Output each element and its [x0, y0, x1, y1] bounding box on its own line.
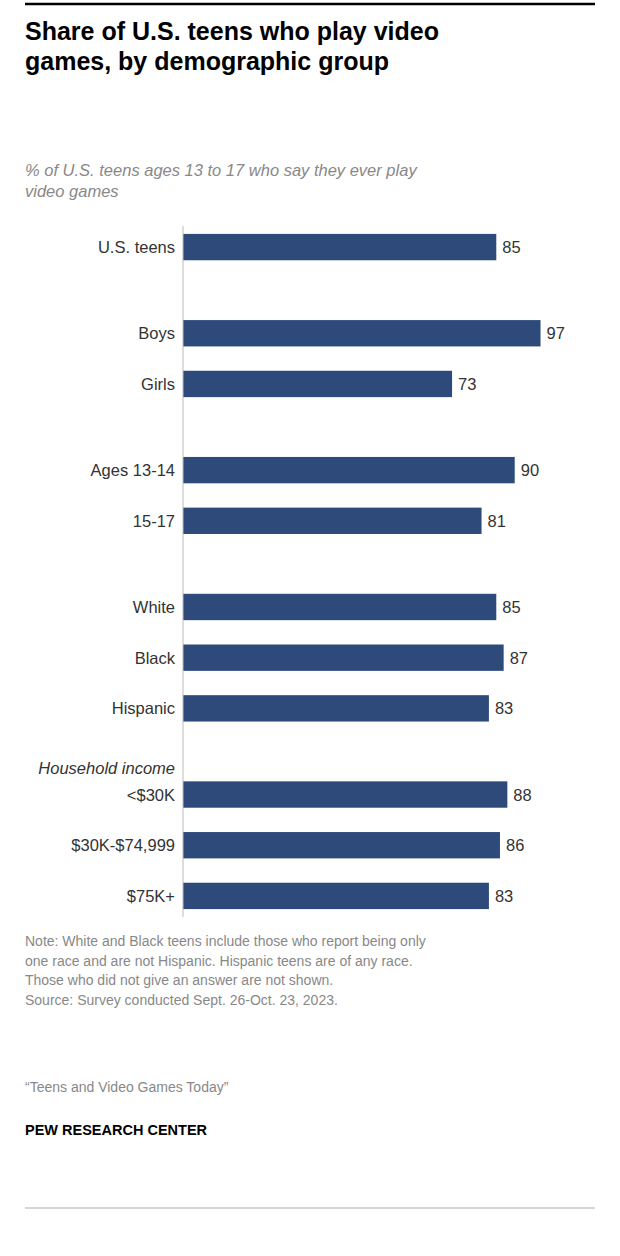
value-label: 86 [506, 836, 524, 854]
value-label: 97 [547, 324, 565, 342]
axis-baseline [183, 226, 184, 917]
bar [183, 883, 489, 909]
bar [183, 371, 452, 397]
category-label: White [133, 598, 175, 616]
bar [183, 457, 515, 483]
source: “Teens and Video Games Today” [25, 1079, 229, 1095]
category-label: U.S. teens [98, 238, 175, 256]
value-label: 83 [495, 887, 513, 905]
chart-root: Share of U.S. teens who play videogames,… [0, 0, 620, 1256]
category-label: Ages 13-14 [91, 461, 175, 479]
bar [183, 695, 489, 721]
value-label: 85 [502, 238, 520, 256]
value-label: 87 [510, 649, 528, 667]
bar [183, 234, 496, 260]
bottom-rule [25, 1208, 595, 1209]
bars [183, 234, 541, 909]
value-label: 73 [458, 375, 476, 393]
category-label: $30K-$74,999 [71, 836, 175, 854]
bar [183, 644, 504, 670]
top-rule [25, 3, 595, 6]
title: Share of U.S. teens who play videogames,… [25, 17, 439, 75]
labels: U.S. teens 85 Boys 97 Girls 73 Ages 13-14 90 15-… [38, 238, 565, 905]
category-label: <$30K [127, 786, 175, 804]
credit: PEW RESEARCH CENTER [25, 1122, 208, 1138]
bar [183, 832, 500, 858]
bar [183, 781, 507, 807]
category-label: Girls [141, 375, 175, 393]
value-label: 83 [495, 699, 513, 717]
note: Note: White and Black teens include thos… [25, 933, 426, 1008]
value-label: 88 [513, 786, 531, 804]
value-label: 81 [488, 512, 506, 530]
bar [183, 320, 541, 346]
category-label: Hispanic [112, 699, 175, 717]
subtitle: % of U.S. teens ages 13 to 17 who say th… [25, 161, 418, 200]
category-label: Boys [138, 324, 175, 342]
bar [183, 508, 482, 534]
category-label: $75K+ [127, 887, 175, 905]
background [0, 0, 620, 1256]
bar [183, 594, 496, 620]
value-label: 90 [521, 461, 539, 479]
category-label: Black [135, 649, 176, 667]
annotation: Household income [38, 759, 175, 777]
value-label: 85 [502, 598, 520, 616]
category-label: 15-17 [133, 512, 175, 530]
